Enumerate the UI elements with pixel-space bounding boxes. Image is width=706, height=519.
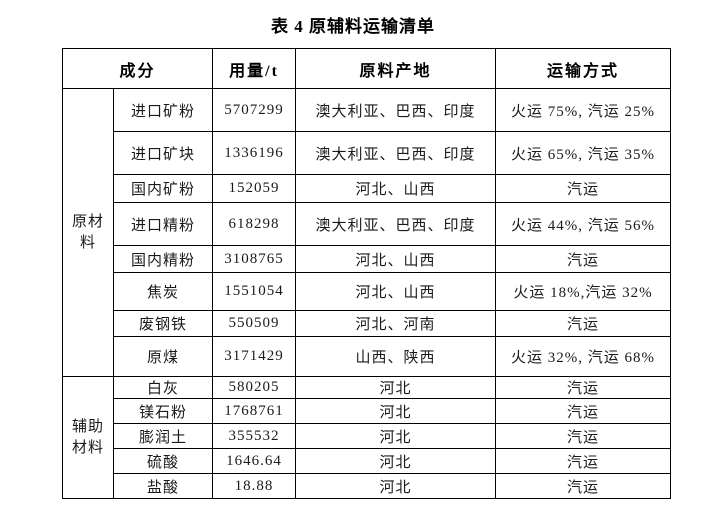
transport-cell: 汽运: [495, 473, 672, 499]
origin-cell: 河北、山西: [295, 272, 497, 311]
material-name-cell: 进口矿粉: [112, 88, 214, 132]
origin-cell: 河北: [295, 473, 497, 499]
material-name-cell: 废钢铁: [112, 310, 214, 337]
origin-cell: 澳大利亚、巴西、印度: [295, 202, 497, 246]
amount-cell: 5707299: [212, 88, 297, 132]
table-row: 原煤 3171429 山西、陕西 火运 32%, 汽运 68%: [63, 336, 672, 377]
material-name-cell: 原煤: [112, 336, 214, 377]
material-name-cell: 白灰: [112, 376, 214, 399]
amount-cell: 580205: [212, 376, 297, 399]
table-row: 国内精粉 3108765 河北、山西 汽运: [63, 245, 672, 273]
transport-cell: 汽运: [495, 448, 672, 474]
material-name-cell: 盐酸: [112, 473, 214, 499]
table-row: 硫酸 1646.64 河北 汽运: [63, 448, 672, 474]
material-name-cell: 膨润土: [112, 423, 214, 449]
header-row: 成分 用量/t 原料产地 运输方式: [61, 48, 672, 89]
material-name-cell: 国内精粉: [112, 245, 214, 273]
materials-transport-table: 成分 用量/t 原料产地 运输方式 原材料 进口矿粉 5707299 澳大利亚、…: [61, 48, 672, 499]
table-row: 辅助材料 白灰 580205 河北 汽运: [62, 376, 672, 499]
origin-cell: 河北、河南: [295, 310, 497, 337]
transport-cell: 汽运: [495, 398, 672, 424]
origin-cell: 河北: [295, 398, 497, 424]
header-component: 成分: [61, 48, 214, 89]
transport-cell: 火运 18%,汽运 32%: [495, 272, 672, 311]
table-row: 焦炭 1551054 河北、山西 火运 18%,汽运 32%: [63, 272, 672, 311]
group-label-raw-materials: 原材料: [62, 88, 114, 377]
origin-cell: 澳大利亚、巴西、印度: [295, 88, 497, 132]
header-transport: 运输方式: [495, 48, 672, 89]
header-origin: 原料产地: [295, 48, 497, 89]
material-name-cell: 进口精粉: [112, 202, 214, 246]
amount-cell: 3171429: [212, 336, 297, 377]
table-row: 进口精粉 618298 澳大利亚、巴西、印度 火运 44%, 汽运 56%: [63, 202, 672, 246]
amount-cell: 355532: [212, 423, 297, 449]
material-name-cell: 焦炭: [112, 272, 214, 311]
amount-cell: 618298: [212, 202, 297, 246]
origin-cell: 河北: [295, 448, 497, 474]
table-row: 膨润土 355532 河北 汽运: [63, 423, 672, 449]
transport-cell: 汽运: [495, 174, 672, 203]
transport-cell: 汽运: [495, 245, 672, 273]
header-amount: 用量/t: [212, 48, 297, 89]
origin-cell: 河北、山西: [295, 245, 497, 273]
origin-cell: 河北: [295, 376, 497, 399]
origin-cell: 河北: [295, 423, 497, 449]
transport-cell: 汽运: [495, 423, 672, 449]
transport-cell: 火运 75%, 汽运 25%: [495, 88, 672, 132]
amount-cell: 152059: [212, 174, 297, 203]
amount-cell: 1336196: [212, 131, 297, 175]
table-row: 国内矿粉 152059 河北、山西 汽运: [63, 174, 672, 203]
material-name-cell: 国内矿粉: [112, 174, 214, 203]
page-title: 表 4 原辅料运输清单: [271, 17, 435, 36]
table-row: 镁石粉 1768761 河北 汽运: [63, 398, 672, 424]
group-label-auxiliary-materials: 辅助材料: [62, 376, 114, 499]
amount-cell: 1768761: [212, 398, 297, 424]
table-row: 盐酸 18.88 河北 汽运: [63, 473, 672, 499]
table-row: 进口矿块 1336196 澳大利亚、巴西、印度 火运 65%, 汽运 35%: [63, 131, 672, 175]
transport-cell: 火运 65%, 汽运 35%: [495, 131, 672, 175]
origin-cell: 澳大利亚、巴西、印度: [295, 131, 497, 175]
material-name-cell: 硫酸: [112, 448, 214, 474]
amount-cell: 550509: [212, 310, 297, 337]
transport-cell: 火运 32%, 汽运 68%: [495, 336, 672, 377]
amount-cell: 1551054: [212, 272, 297, 311]
table-row: 废钢铁 550509 河北、河南 汽运: [63, 310, 672, 337]
transport-cell: 火运 44%, 汽运 56%: [495, 202, 672, 246]
amount-cell: 1646.64: [212, 448, 297, 474]
table-row: 原材料 进口矿粉 5707299 澳大利亚、巴西、印度 火运 75%, 汽运 2…: [62, 88, 672, 377]
transport-cell: 汽运: [495, 310, 672, 337]
origin-cell: 河北、山西: [295, 174, 497, 203]
amount-cell: 18.88: [212, 473, 297, 499]
origin-cell: 山西、陕西: [295, 336, 497, 377]
material-name-cell: 镁石粉: [112, 398, 214, 424]
transport-cell: 汽运: [495, 376, 672, 399]
amount-cell: 3108765: [212, 245, 297, 273]
material-name-cell: 进口矿块: [112, 131, 214, 175]
